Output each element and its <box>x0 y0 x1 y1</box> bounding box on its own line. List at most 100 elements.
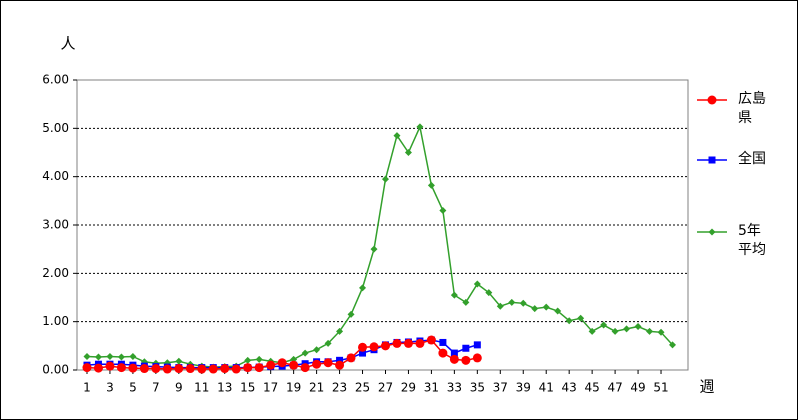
point <box>369 342 379 352</box>
point <box>438 348 448 358</box>
point <box>162 364 172 374</box>
point <box>83 352 91 360</box>
point <box>392 338 402 348</box>
legend-marker <box>708 156 716 164</box>
point <box>174 364 184 374</box>
point <box>117 353 125 361</box>
x-tick-label: 7 <box>152 381 160 395</box>
point <box>554 307 562 315</box>
x-tick-label: 37 <box>493 381 508 395</box>
point <box>496 302 504 310</box>
point <box>185 364 195 374</box>
point <box>473 341 481 349</box>
point <box>336 327 344 335</box>
y-tick-label: 6.00 <box>42 73 69 87</box>
point <box>646 327 654 335</box>
point <box>588 327 596 335</box>
point <box>403 338 413 348</box>
point <box>175 357 183 365</box>
point <box>116 363 126 373</box>
x-tick-label: 3 <box>106 381 114 395</box>
x-tick-label: 47 <box>607 381 622 395</box>
point <box>439 207 447 214</box>
point <box>208 364 218 374</box>
x-tick-label: 43 <box>562 381 577 395</box>
point <box>393 132 401 140</box>
point <box>277 358 287 368</box>
y-tick-label: 5.00 <box>42 121 69 135</box>
point <box>370 245 378 253</box>
point <box>473 280 481 288</box>
x-tick-label: 5 <box>129 381 137 395</box>
x-tick-label: 25 <box>355 381 370 395</box>
point <box>634 323 642 330</box>
point <box>139 364 149 374</box>
point <box>106 352 114 360</box>
point <box>462 344 470 352</box>
point <box>427 181 435 189</box>
x-tick-label: 27 <box>378 381 393 395</box>
y-tick-label: 0.00 <box>42 363 69 377</box>
point <box>519 299 527 307</box>
point <box>565 317 573 325</box>
point <box>93 363 103 373</box>
y-axis-label: 人 <box>60 35 75 53</box>
series-line <box>86 124 674 368</box>
x-tick-label: 13 <box>217 381 232 395</box>
point <box>312 359 322 369</box>
point <box>611 327 619 335</box>
point <box>244 356 252 364</box>
point <box>335 360 345 370</box>
x-tick-label: 39 <box>516 381 531 395</box>
point <box>358 342 368 352</box>
point <box>450 291 458 299</box>
point <box>336 356 344 364</box>
x-tick-label: 19 <box>286 381 301 395</box>
x-tick-label: 9 <box>175 381 183 395</box>
legend-marker <box>707 95 717 105</box>
point <box>323 358 333 368</box>
y-tick-label: 2.00 <box>42 266 69 280</box>
point <box>472 353 482 363</box>
point <box>462 298 470 306</box>
x-tick-label: 51 <box>653 381 668 395</box>
point <box>508 298 516 306</box>
point <box>542 303 550 311</box>
point <box>347 310 355 318</box>
point <box>359 349 367 357</box>
x-tick-label: 29 <box>401 381 416 395</box>
point <box>105 361 115 371</box>
x-tick-label: 45 <box>584 381 599 395</box>
point <box>577 314 585 322</box>
y-tick-label: 4.00 <box>42 169 69 183</box>
x-tick-label: 41 <box>539 381 554 395</box>
point <box>128 363 138 373</box>
x-tick-label: 21 <box>309 381 324 395</box>
point <box>359 284 367 292</box>
point <box>381 175 389 183</box>
point <box>313 346 321 354</box>
point <box>657 328 665 336</box>
y-tick-label: 1.00 <box>42 314 69 328</box>
point <box>300 363 310 373</box>
point <box>669 341 677 349</box>
point <box>623 325 631 333</box>
point <box>531 305 539 313</box>
legend-label: 広島県 <box>738 91 766 126</box>
point <box>231 364 241 374</box>
point <box>449 354 459 364</box>
point <box>255 355 263 363</box>
x-tick-label: 35 <box>470 381 485 395</box>
point <box>324 339 332 347</box>
legend-marker <box>708 228 716 236</box>
point <box>450 349 458 357</box>
point <box>151 364 161 374</box>
x-tick-label: 33 <box>447 381 462 395</box>
point <box>220 364 230 374</box>
point <box>94 353 102 361</box>
point <box>461 355 471 365</box>
point <box>404 149 412 156</box>
x-tick-label: 11 <box>194 381 209 395</box>
